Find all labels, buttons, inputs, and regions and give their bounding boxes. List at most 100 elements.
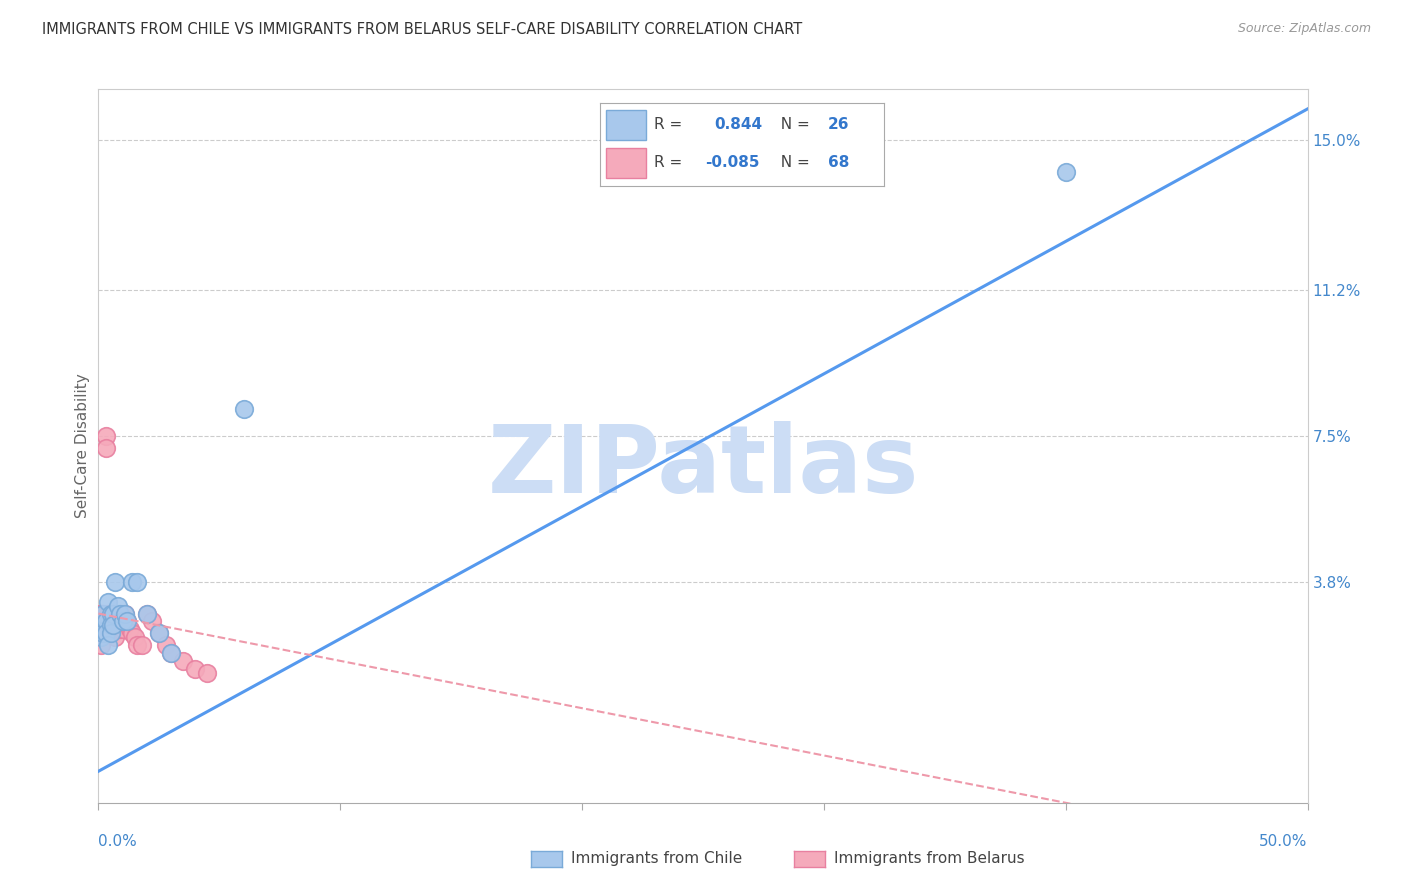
Point bbox=[94, 441, 117, 455]
Point bbox=[91, 626, 114, 640]
Point bbox=[97, 638, 120, 652]
Point bbox=[195, 665, 218, 680]
Point bbox=[135, 607, 157, 621]
Text: ZIPatlas: ZIPatlas bbox=[488, 421, 918, 514]
Point bbox=[118, 623, 141, 637]
Text: 50.0%: 50.0% bbox=[1260, 834, 1308, 849]
Point bbox=[100, 618, 122, 632]
Point bbox=[91, 610, 114, 624]
Point bbox=[90, 626, 112, 640]
Point bbox=[108, 623, 131, 637]
Point bbox=[111, 615, 134, 629]
Point bbox=[90, 623, 112, 637]
Point bbox=[91, 615, 114, 629]
Point bbox=[90, 623, 112, 637]
Point bbox=[90, 607, 112, 621]
Point bbox=[90, 630, 112, 644]
Point bbox=[97, 623, 120, 637]
Point bbox=[97, 610, 120, 624]
Point bbox=[111, 623, 134, 637]
Point bbox=[127, 574, 149, 589]
Point bbox=[94, 615, 117, 629]
Point bbox=[148, 626, 170, 640]
Point bbox=[117, 615, 139, 629]
Point bbox=[114, 607, 136, 621]
Point bbox=[91, 626, 114, 640]
Point bbox=[104, 630, 127, 644]
Point bbox=[101, 623, 124, 637]
Point bbox=[97, 618, 120, 632]
Point bbox=[172, 654, 194, 668]
Point bbox=[111, 615, 134, 629]
Point bbox=[107, 623, 129, 637]
Point bbox=[121, 574, 143, 589]
Point bbox=[131, 638, 153, 652]
Text: Immigrants from Belarus: Immigrants from Belarus bbox=[834, 852, 1025, 866]
Point bbox=[91, 623, 114, 637]
Point bbox=[1054, 165, 1077, 179]
Point bbox=[232, 401, 254, 416]
Point bbox=[90, 607, 112, 621]
Point bbox=[94, 610, 117, 624]
Point bbox=[91, 626, 114, 640]
Point bbox=[101, 607, 124, 621]
Point bbox=[94, 618, 117, 632]
Point bbox=[90, 630, 112, 644]
Point bbox=[91, 623, 114, 637]
Text: IMMIGRANTS FROM CHILE VS IMMIGRANTS FROM BELARUS SELF-CARE DISABILITY CORRELATIO: IMMIGRANTS FROM CHILE VS IMMIGRANTS FROM… bbox=[42, 22, 803, 37]
Point bbox=[91, 618, 114, 632]
Point bbox=[94, 607, 117, 621]
Point bbox=[97, 607, 120, 621]
Point bbox=[108, 615, 131, 629]
Point bbox=[117, 615, 139, 629]
Point bbox=[114, 607, 136, 621]
Point bbox=[104, 574, 127, 589]
Point bbox=[97, 615, 120, 629]
Point bbox=[100, 615, 122, 629]
Point bbox=[160, 646, 183, 660]
Point bbox=[94, 615, 117, 629]
Point bbox=[160, 646, 183, 660]
Point bbox=[100, 618, 122, 632]
Point bbox=[91, 618, 114, 632]
Point bbox=[104, 615, 127, 629]
Point bbox=[100, 607, 122, 621]
Point bbox=[184, 662, 207, 676]
Point bbox=[90, 607, 112, 621]
Point bbox=[91, 607, 114, 621]
Point bbox=[91, 615, 114, 629]
Point bbox=[90, 615, 112, 629]
Text: Immigrants from Chile: Immigrants from Chile bbox=[571, 852, 742, 866]
Point bbox=[94, 623, 117, 637]
Point bbox=[101, 607, 124, 621]
Point bbox=[101, 618, 124, 632]
Point bbox=[107, 615, 129, 629]
Point bbox=[90, 615, 112, 629]
Point bbox=[101, 615, 124, 629]
Point bbox=[90, 615, 112, 629]
Y-axis label: Self-Care Disability: Self-Care Disability bbox=[75, 374, 90, 518]
Point bbox=[100, 623, 122, 637]
Point bbox=[155, 638, 177, 652]
Text: Source: ZipAtlas.com: Source: ZipAtlas.com bbox=[1237, 22, 1371, 36]
Point bbox=[90, 623, 112, 637]
Point bbox=[107, 599, 129, 613]
Point bbox=[90, 630, 112, 644]
Point bbox=[100, 626, 122, 640]
Point bbox=[90, 638, 112, 652]
Point bbox=[104, 623, 127, 637]
Point bbox=[124, 630, 146, 644]
Point bbox=[121, 626, 143, 640]
Point bbox=[108, 607, 131, 621]
Point bbox=[90, 610, 112, 624]
Point bbox=[90, 618, 112, 632]
Point bbox=[135, 607, 157, 621]
Point bbox=[97, 595, 120, 609]
Point bbox=[127, 638, 149, 652]
Point bbox=[94, 626, 117, 640]
Point bbox=[94, 429, 117, 443]
Point bbox=[91, 607, 114, 621]
Point bbox=[100, 607, 122, 621]
Text: 0.0%: 0.0% bbox=[98, 834, 138, 849]
Point bbox=[141, 615, 163, 629]
